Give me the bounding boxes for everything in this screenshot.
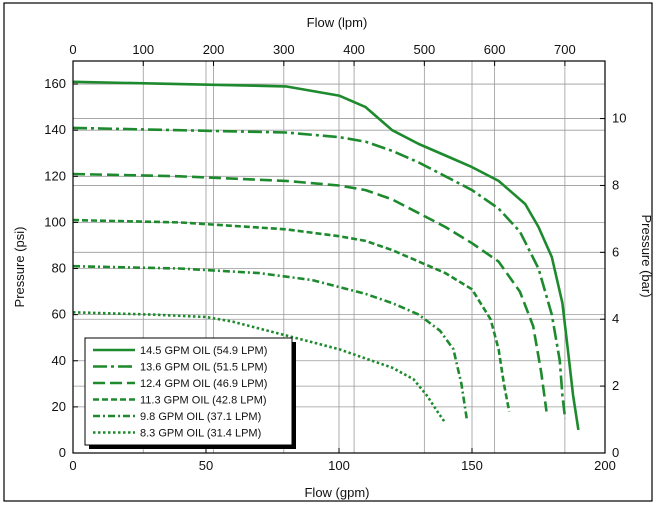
top-tick-label: 300 bbox=[273, 42, 295, 57]
top-tick-label: 200 bbox=[203, 42, 225, 57]
bottom-tick-label: 50 bbox=[199, 458, 213, 473]
bottom-tick-label: 200 bbox=[594, 458, 616, 473]
left-tick-label: 160 bbox=[44, 76, 66, 91]
series-line bbox=[72, 218, 511, 412]
right-tick-label: 2 bbox=[612, 378, 619, 393]
top-tick-label: 400 bbox=[343, 42, 365, 57]
series-line bbox=[72, 264, 468, 419]
legend-label: 12.4 GPM OIL (46.9 LPM) bbox=[140, 378, 267, 390]
left-tick-label: 0 bbox=[59, 445, 66, 460]
legend: 14.5 GPM OIL (54.9 LPM) 13.6 GPM OIL (51.… bbox=[84, 337, 296, 449]
legend-label: 13.6 GPM OIL (51.5 LPM) bbox=[140, 362, 267, 374]
bottom-tick-label: 0 bbox=[69, 458, 76, 473]
top-axis-title: Flow (lpm) bbox=[307, 15, 368, 30]
series-line bbox=[72, 80, 580, 431]
top-tick-label: 500 bbox=[413, 42, 435, 57]
left-tick-label: 80 bbox=[52, 261, 66, 276]
legend-label: 8.3 GPM OIL (31.4 LPM) bbox=[140, 428, 261, 440]
left-tick-label: 120 bbox=[44, 168, 66, 183]
top-tick-label: 700 bbox=[554, 42, 576, 57]
bottom-tick-label: 100 bbox=[328, 458, 350, 473]
right-tick-label: 8 bbox=[612, 177, 619, 192]
legend-label: 14.5 GPM OIL (54.9 LPM) bbox=[140, 345, 267, 357]
legend-label: 9.8 GPM OIL (37.1 LPM) bbox=[140, 411, 261, 423]
series-layer bbox=[72, 80, 580, 431]
left-tick-label: 20 bbox=[52, 399, 66, 414]
right-axis-title: Pressure (bar) bbox=[639, 214, 654, 297]
bottom-tick-label: 150 bbox=[461, 458, 483, 473]
left-axis-title: Pressure (psi) bbox=[12, 227, 27, 308]
series-line bbox=[72, 126, 567, 419]
right-tick-label: 4 bbox=[612, 311, 619, 326]
left-tick-label: 40 bbox=[52, 353, 66, 368]
left-tick-label: 140 bbox=[44, 122, 66, 137]
legend-box bbox=[84, 337, 293, 446]
right-tick-label: 0 bbox=[612, 445, 619, 460]
top-tick-label: 0 bbox=[69, 42, 76, 57]
legend-label: 11.3 GPM OIL (42.8 LPM) bbox=[140, 395, 267, 407]
series-line bbox=[72, 311, 447, 424]
right-tick-label: 6 bbox=[612, 244, 619, 259]
left-tick-label: 60 bbox=[52, 307, 66, 322]
series-line bbox=[72, 172, 548, 412]
plot-area bbox=[72, 60, 606, 454]
bottom-axis-title: Flow (gpm) bbox=[304, 485, 369, 500]
right-tick-label: 10 bbox=[612, 111, 626, 126]
top-tick-label: 100 bbox=[132, 42, 154, 57]
left-tick-label: 100 bbox=[44, 214, 66, 229]
top-tick-label: 600 bbox=[484, 42, 506, 57]
